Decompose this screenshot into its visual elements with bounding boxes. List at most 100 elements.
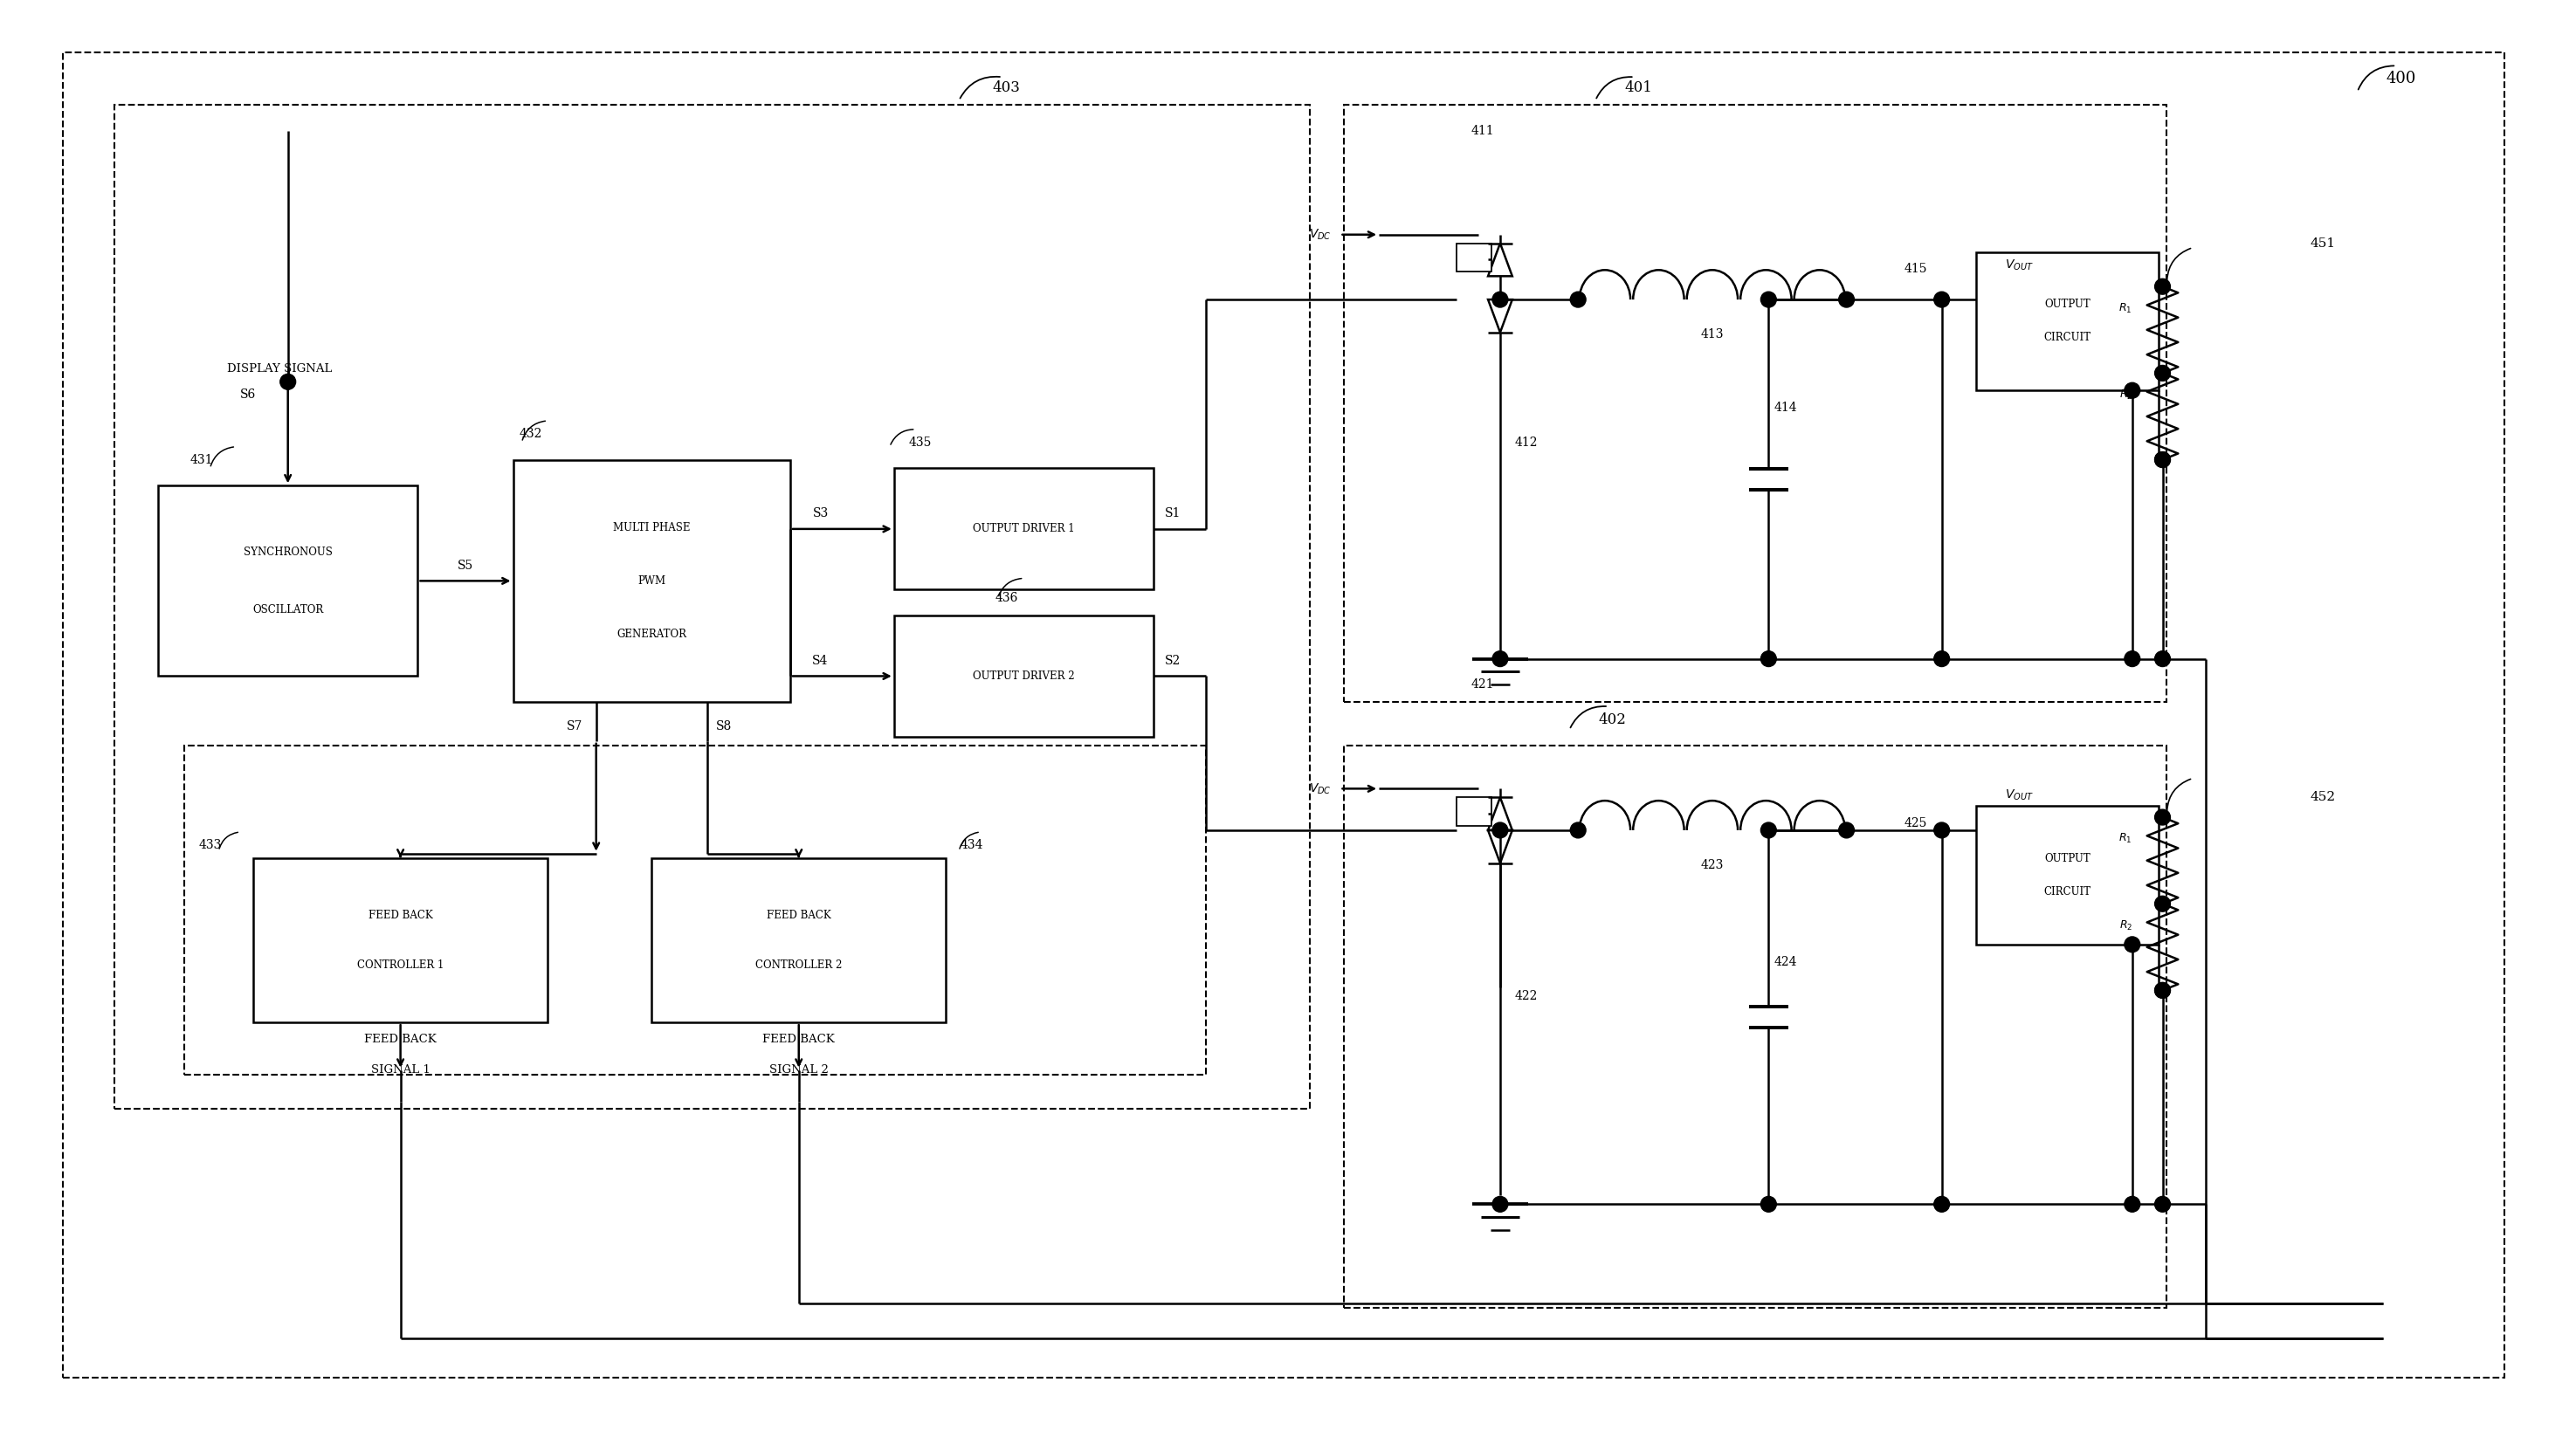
Text: $R_1$: $R_1$	[2120, 832, 2133, 845]
Bar	[1458, 797, 1492, 826]
Text: CONTROLLER 2: CONTROLLER 2	[755, 959, 842, 970]
Text: 452: 452	[2311, 791, 2336, 803]
Text: SYNCHRONOUS: SYNCHRONOUS	[242, 547, 332, 557]
Circle shape	[2125, 383, 2141, 399]
Text: S1: S1	[1164, 507, 1180, 520]
Text: 421: 421	[1471, 679, 1494, 690]
Circle shape	[2154, 279, 2172, 295]
Text: FEED BACK: FEED BACK	[363, 1034, 435, 1045]
Text: GENERATOR: GENERATOR	[616, 628, 685, 640]
Circle shape	[1571, 292, 1587, 308]
Text: $V_{OUT}$: $V_{OUT}$	[2004, 788, 2035, 803]
Circle shape	[1762, 823, 1777, 838]
Text: 431: 431	[191, 453, 214, 466]
Text: OUTPUT: OUTPUT	[2045, 299, 2089, 310]
Text: OUTPUT DRIVER 2: OUTPUT DRIVER 2	[974, 670, 1074, 682]
Circle shape	[2154, 1197, 2172, 1212]
Bar	[1976, 806, 2159, 944]
Circle shape	[2154, 982, 2172, 998]
Text: $R_1$: $R_1$	[2120, 302, 2133, 315]
Bar	[513, 459, 791, 702]
Text: 412: 412	[1515, 436, 1538, 449]
Circle shape	[2154, 982, 2172, 998]
Text: OSCILLATOR: OSCILLATOR	[252, 604, 325, 615]
Text: MULTI PHASE: MULTI PHASE	[613, 521, 690, 533]
Circle shape	[2125, 651, 2141, 667]
Text: FEED BACK: FEED BACK	[368, 910, 433, 921]
Circle shape	[2154, 452, 2172, 468]
Bar	[1345, 105, 2166, 702]
Text: 415: 415	[1904, 263, 1927, 276]
Text: OUTPUT DRIVER 1: OUTPUT DRIVER 1	[974, 523, 1074, 534]
Text: 435: 435	[909, 436, 933, 449]
Text: 401: 401	[1625, 79, 1654, 95]
Text: CONTROLLER 1: CONTROLLER 1	[358, 959, 443, 970]
Text: $V_{OUT}$: $V_{OUT}$	[2004, 257, 2035, 271]
Text: S7: S7	[567, 721, 582, 732]
Text: $V_{DC}$: $V_{DC}$	[1309, 781, 1332, 796]
Text: 434: 434	[961, 839, 984, 851]
Circle shape	[1935, 292, 1950, 308]
Bar	[894, 615, 1154, 736]
Bar	[894, 468, 1154, 589]
Text: S5: S5	[459, 559, 474, 572]
Circle shape	[1935, 651, 1950, 667]
Circle shape	[1839, 292, 1855, 308]
Circle shape	[1762, 1197, 1777, 1212]
Circle shape	[1492, 651, 1507, 667]
Bar	[652, 858, 945, 1022]
Text: S4: S4	[811, 654, 829, 667]
Circle shape	[2125, 1197, 2141, 1212]
Circle shape	[1492, 1197, 1507, 1212]
Text: S6: S6	[240, 388, 255, 401]
Circle shape	[2154, 365, 2172, 381]
Circle shape	[1935, 823, 1950, 838]
Text: SIGNAL 1: SIGNAL 1	[371, 1064, 430, 1076]
Text: 432: 432	[518, 427, 541, 440]
Circle shape	[1492, 292, 1507, 308]
Bar	[1976, 251, 2159, 390]
Circle shape	[2125, 937, 2141, 952]
Text: $V_{DC}$: $V_{DC}$	[1309, 228, 1332, 241]
Circle shape	[2154, 452, 2172, 468]
Text: CIRCUIT: CIRCUIT	[2043, 332, 2092, 344]
Text: CIRCUIT: CIRCUIT	[2043, 887, 2092, 898]
Circle shape	[281, 374, 296, 390]
Text: 413: 413	[1700, 328, 1723, 341]
Text: $R_2$: $R_2$	[2120, 918, 2133, 931]
Text: 451: 451	[2311, 237, 2336, 250]
Bar	[252, 858, 549, 1022]
Bar	[183, 745, 1206, 1074]
Text: S8: S8	[716, 721, 732, 732]
Circle shape	[2154, 651, 2172, 667]
Text: 422: 422	[1515, 991, 1538, 1002]
Circle shape	[1935, 1197, 1950, 1212]
Bar	[1458, 243, 1492, 271]
Text: 414: 414	[1775, 401, 1798, 414]
Text: FEED BACK: FEED BACK	[762, 1034, 835, 1045]
Text: 433: 433	[198, 839, 222, 851]
Text: 436: 436	[994, 592, 1018, 605]
Circle shape	[1492, 823, 1507, 838]
Circle shape	[2154, 897, 2172, 911]
Circle shape	[1839, 823, 1855, 838]
Bar	[116, 105, 1309, 1109]
Bar	[157, 485, 417, 676]
Circle shape	[1762, 651, 1777, 667]
Text: 425: 425	[1904, 817, 1927, 829]
Text: 411: 411	[1471, 124, 1494, 137]
Text: PWM: PWM	[636, 575, 665, 586]
Bar	[1345, 745, 2166, 1308]
Text: S2: S2	[1164, 654, 1180, 667]
Text: S3: S3	[811, 507, 829, 520]
Text: 423: 423	[1700, 859, 1723, 871]
Circle shape	[2154, 810, 2172, 825]
Text: 403: 403	[992, 79, 1020, 95]
Text: SIGNAL 2: SIGNAL 2	[770, 1064, 829, 1076]
Text: OUTPUT: OUTPUT	[2045, 853, 2089, 865]
Text: $R_2$: $R_2$	[2120, 388, 2133, 401]
Circle shape	[1762, 292, 1777, 308]
Text: 400: 400	[2385, 71, 2416, 87]
Text: 424: 424	[1775, 956, 1798, 967]
Text: 402: 402	[1600, 712, 1625, 726]
